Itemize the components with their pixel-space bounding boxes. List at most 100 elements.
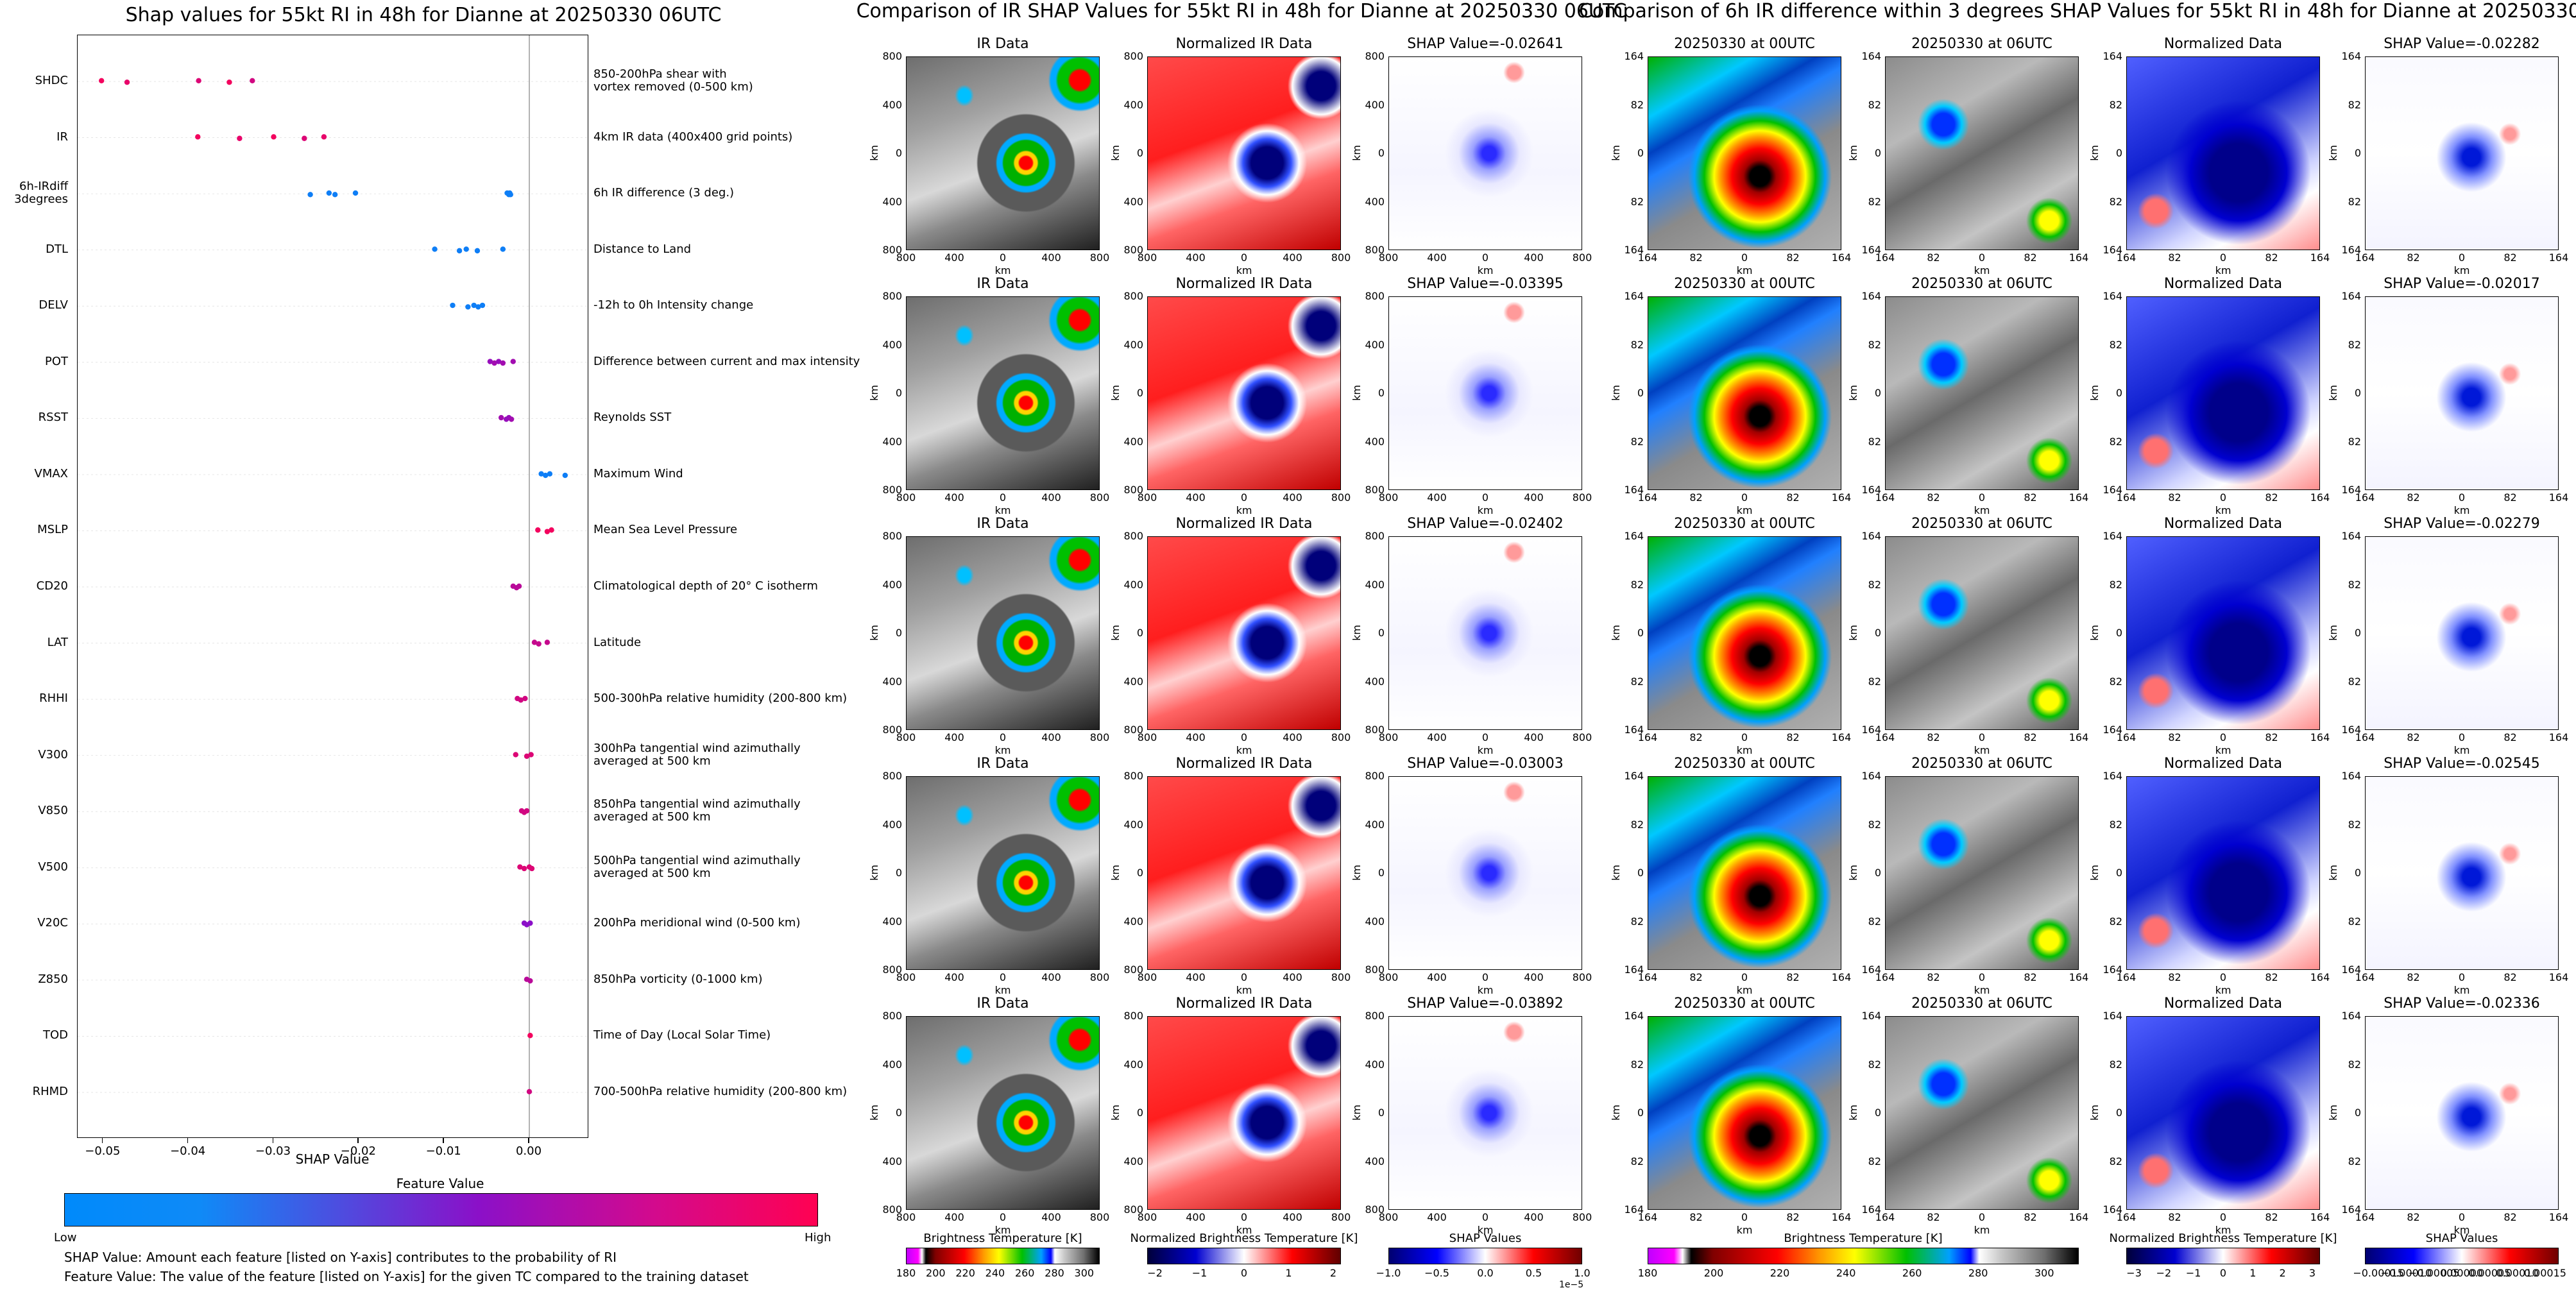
y-tick-label: 0 <box>1874 387 1881 399</box>
y-axis-label: km <box>1350 385 1363 401</box>
x-tick-label: 164 <box>1875 1211 1895 1223</box>
y-axis-label: km <box>1350 865 1363 881</box>
shap-point-shdc <box>98 78 105 83</box>
x-tick-label: 82 <box>2168 491 2181 504</box>
y-tick-label: 0 <box>1637 867 1644 879</box>
x-tick-label: 164 <box>2116 251 2137 264</box>
shap-point-vmax <box>547 471 553 477</box>
y-tick-label: 164 <box>2103 484 2122 496</box>
y-tick-label: 400 <box>1123 1058 1143 1071</box>
x-axis-label: km <box>1736 264 1753 276</box>
y-tick-label: 0 <box>2115 387 2122 399</box>
shap-point-vmax <box>538 471 544 477</box>
y-tick-label: 400 <box>1123 818 1143 831</box>
feature-label: V500 <box>38 860 68 874</box>
x-tick-label: 164 <box>2355 491 2375 504</box>
x-tick-label: 400 <box>1524 971 1544 983</box>
y-axis-label: km <box>1609 385 1622 401</box>
feature-description: 700-500hPa relative humidity (200-800 km… <box>593 1085 848 1098</box>
heatmap-panel <box>906 776 1100 970</box>
irdiff-comparison-title: Comparison of 6h IR difference within 3 … <box>1578 0 2576 22</box>
heatmap-panel <box>906 1016 1100 1210</box>
x-tick-label: 400 <box>1427 731 1447 743</box>
feature-description: 850hPa tangential wind azimuthally avera… <box>593 797 801 824</box>
x-tick-label: 0 <box>1741 251 1748 264</box>
feature-label: DELV <box>38 298 68 312</box>
y-tick-label: 0 <box>2115 627 2122 639</box>
y-tick-label: 164 <box>1861 244 1881 256</box>
feature-label: LAT <box>47 635 68 649</box>
feature-label: V300 <box>38 747 68 761</box>
x-tick-label: 82 <box>1689 491 1703 504</box>
heatmap-panel <box>2365 1016 2559 1210</box>
shap-point-6h-irdiff-3degrees <box>352 190 359 196</box>
x-tick-label: 164 <box>2116 1211 2137 1223</box>
y-tick-label: 164 <box>1624 244 1644 256</box>
shap-point-vmax <box>543 472 549 479</box>
panel-title: SHAP Value=-0.02279 <box>2384 516 2540 532</box>
feature-description: 500-300hPa relative humidity (200-800 km… <box>593 692 848 706</box>
y-tick-label: 82 <box>2109 338 2122 351</box>
x-tick-label: 164 <box>2068 731 2089 743</box>
panel-title: 20250330 at 06UTC <box>1911 36 2052 52</box>
y-tick-label: 400 <box>882 435 902 448</box>
y-tick-label: 800 <box>1365 1203 1385 1216</box>
x-tick-label: 82 <box>2503 251 2517 264</box>
shap-summary-plot <box>78 35 588 1137</box>
y-tick-label: 800 <box>1365 963 1385 976</box>
y-tick-label: 82 <box>1868 578 1881 591</box>
x-tick-label: 164 <box>1875 971 1895 983</box>
x-tick-label: 164 <box>1875 491 1895 504</box>
x-tick-label: 0 <box>1481 971 1489 983</box>
heatmap-panel <box>1147 1016 1341 1210</box>
y-tick-label: 82 <box>1630 1058 1644 1071</box>
feature-description: Difference between current and max inten… <box>593 354 860 368</box>
x-tick-label: 400 <box>1186 491 1206 504</box>
shap-point-v20c <box>527 920 533 926</box>
shap-point-lat <box>536 641 542 647</box>
colorbar <box>1147 1248 1341 1264</box>
x-tick-label: 0 <box>1741 491 1748 504</box>
x-axis-label: km <box>2215 984 2231 996</box>
heatmap-panel <box>906 536 1100 730</box>
y-tick-label: 82 <box>2348 818 2361 831</box>
y-axis-label: km <box>2326 1105 2339 1121</box>
x-tick-label: 164 <box>2068 491 2089 504</box>
heatmap-panel <box>1648 776 1841 970</box>
colorbar-tick-label: 300 <box>2034 1267 2054 1279</box>
note-shap-value: SHAP Value: Amount each feature [listed … <box>64 1250 617 1265</box>
panel-title: 20250330 at 06UTC <box>1911 996 2052 1012</box>
shap-point-v300 <box>524 753 530 760</box>
x-tick-label: 0 <box>1240 491 1248 504</box>
x-axis-label: km <box>2215 264 2231 276</box>
shap-point-delv <box>475 304 481 310</box>
x-axis-label: km <box>2453 1224 2470 1236</box>
x-tick-label: 0 <box>2458 1211 2466 1223</box>
colorbar-tick-label: 240 <box>985 1267 1005 1279</box>
y-tick-label: 164 <box>2341 1203 2361 1216</box>
x-tick-label: 800 <box>1089 251 1110 264</box>
y-tick-label: 82 <box>1868 435 1881 448</box>
y-tick-label: 82 <box>2109 435 2122 448</box>
shap-point-rsst <box>498 414 504 421</box>
shap-point-lat <box>544 640 550 645</box>
heatmap-panel <box>1147 56 1341 250</box>
heatmap-panel <box>1885 56 2079 250</box>
y-tick-label: 82 <box>1868 1155 1881 1167</box>
y-tick-label: 82 <box>1630 338 1644 351</box>
panel-title: Normalized IR Data <box>1175 996 1313 1012</box>
x-axis-label: km <box>1736 1224 1753 1236</box>
shap-point-dtl <box>474 248 481 254</box>
y-tick-label: 0 <box>895 147 902 159</box>
y-tick-label: 82 <box>1868 818 1881 831</box>
x-tick-label: 0 <box>1978 1211 1986 1223</box>
shap-point-rhmd <box>526 1089 533 1095</box>
x-axis-label: km <box>1477 744 1494 756</box>
y-tick-label: 164 <box>2341 1010 2361 1022</box>
shap-point-ir <box>195 134 201 140</box>
x-axis-label: km <box>2215 1224 2231 1236</box>
x-tick-label: 82 <box>1927 1211 1940 1223</box>
shap-point-mslp <box>549 527 554 533</box>
shap-point-v500 <box>529 865 535 872</box>
x-tick-label: 400 <box>1524 251 1544 264</box>
